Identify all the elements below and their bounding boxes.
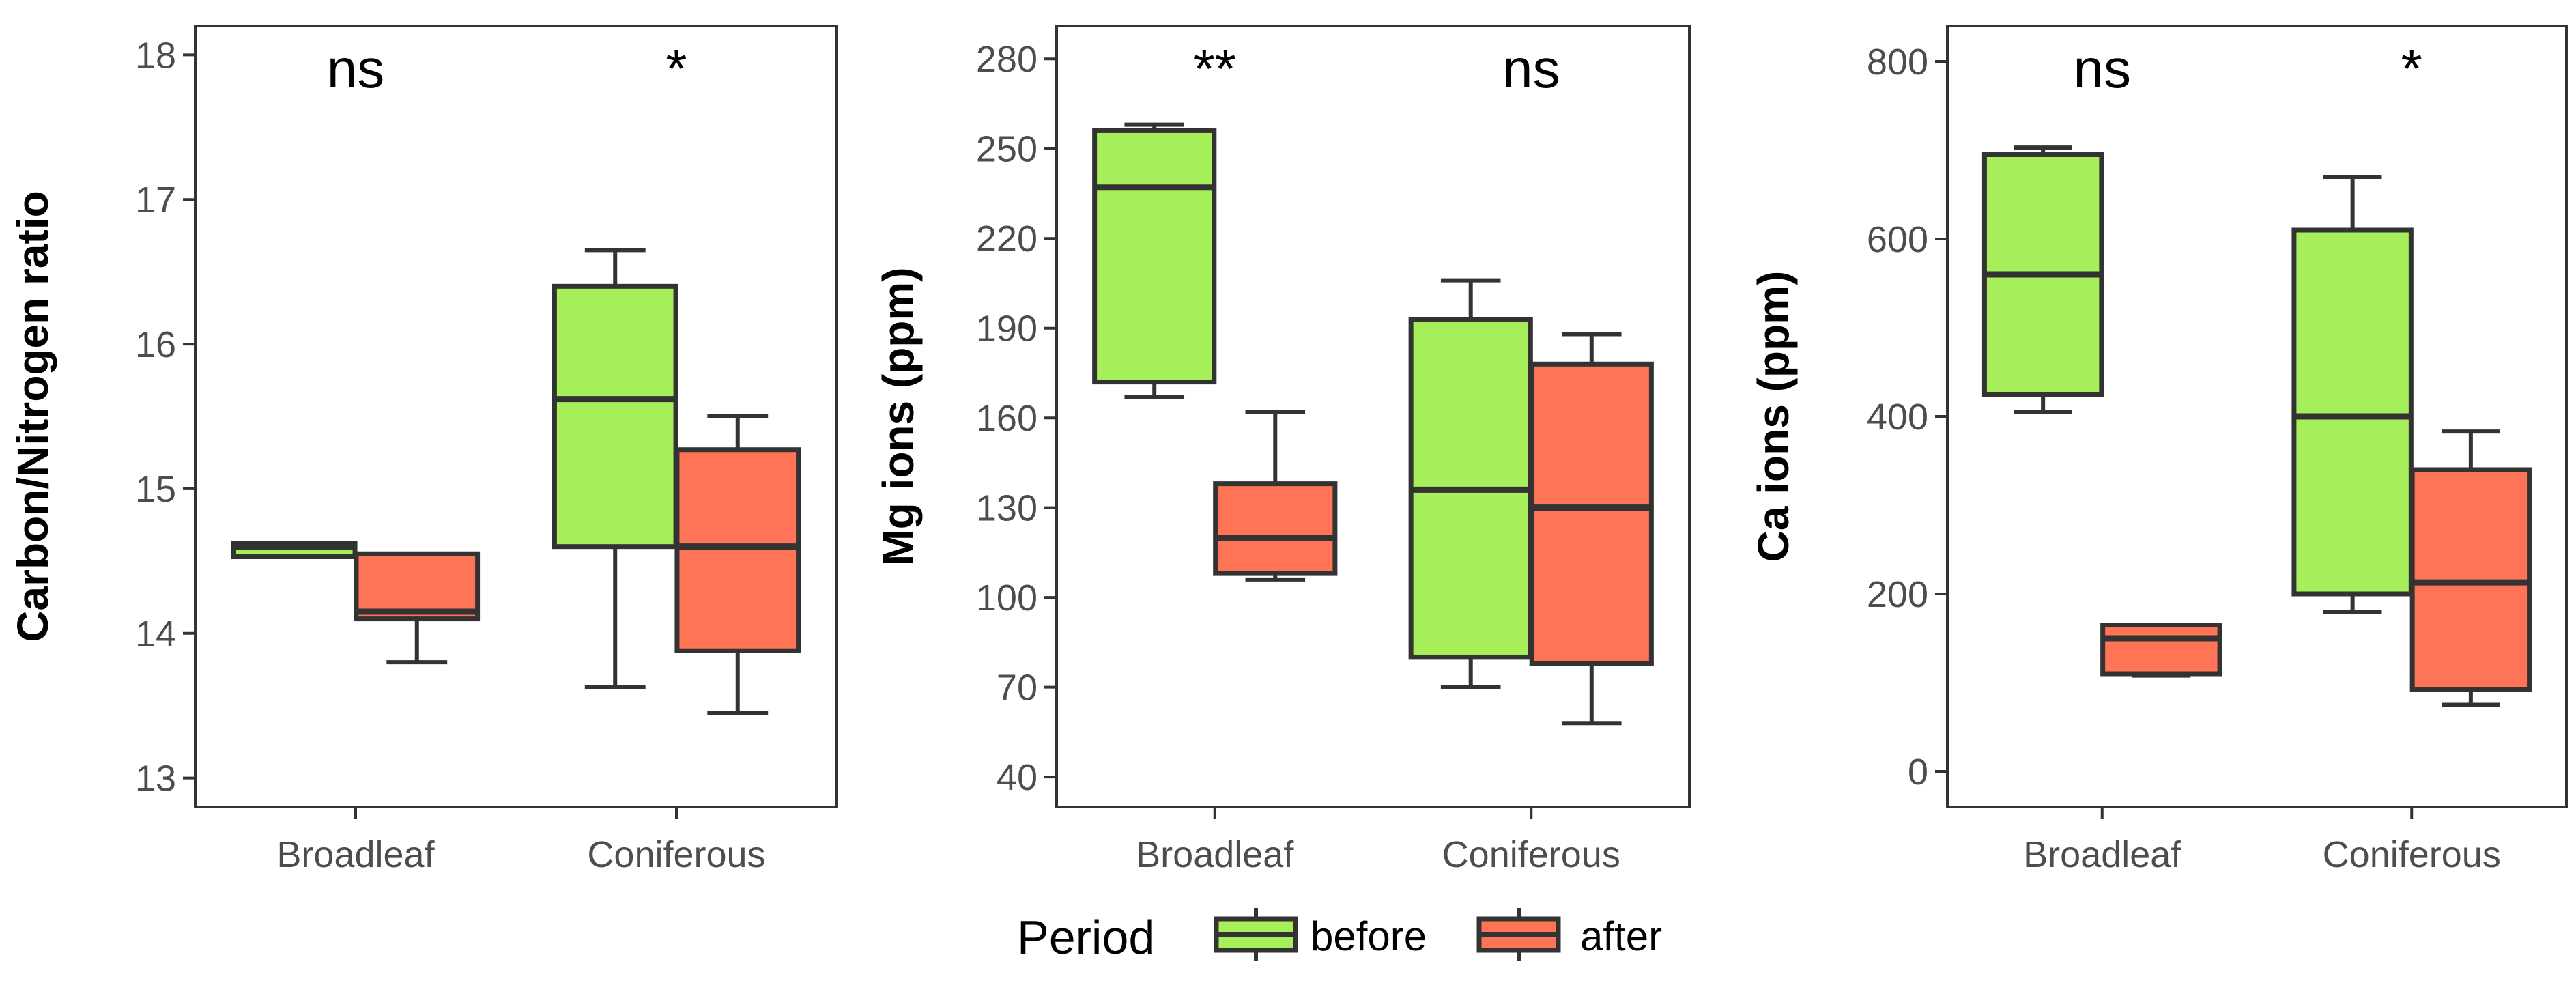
panel-border: [1055, 25, 1691, 808]
y-tick-label: 600: [1867, 219, 1928, 260]
box-body: [2291, 227, 2414, 597]
y-tick-label: 40: [997, 757, 1037, 798]
panel-border: [194, 25, 838, 808]
legend-label-after: after: [1580, 913, 1662, 959]
box-body: [354, 551, 481, 622]
legend-title: Period: [1017, 911, 1155, 964]
panel-3: 0 200 400 600 800 Ca ions (ppm) Broadleaf ns Con…: [1749, 25, 2568, 875]
y-tick-label: 130: [976, 488, 1037, 529]
y-tick-label: 13: [135, 758, 176, 799]
y-tick-label: 100: [976, 578, 1037, 618]
y-tick-label: 220: [976, 218, 1037, 259]
panel-2: 40 70 100 130 160 190 220 250 280 Mg ions (ppm) Br…: [874, 25, 1691, 875]
legend-key-before: [1214, 908, 1298, 961]
box-body: [674, 447, 801, 653]
y-axis-label: Mg ions (ppm): [874, 267, 923, 565]
y-tick-label: 70: [997, 668, 1037, 709]
box-after-broadleaf: [1213, 410, 1338, 582]
y-axis-label: Ca ions (ppm): [1749, 271, 1798, 563]
y-tick-label: 160: [976, 398, 1037, 439]
y-tick-label: 800: [1867, 42, 1928, 83]
y-tick-label: 0: [1908, 752, 1928, 793]
y-tick-label: 400: [1867, 397, 1928, 438]
box-before-coniferous: [2291, 175, 2414, 614]
panel-1: 13 14 15 16 17 18 Carbon/Nitrogen ratio Broadle…: [8, 25, 838, 875]
box-before-broadleaf: [1092, 122, 1217, 399]
x-tick-label: Coniferous: [587, 834, 765, 875]
legend: Period before after: [1017, 908, 1662, 964]
box-body: [1092, 128, 1217, 385]
box-body: [1213, 481, 1338, 576]
box-before-broadleaf: [231, 541, 358, 559]
significance-label: *: [666, 38, 687, 99]
y-tick-label: 200: [1867, 574, 1928, 615]
x-tick-label: Broadleaf: [276, 834, 435, 875]
significance-label: ns: [327, 38, 385, 99]
box-before-coniferous: [1408, 278, 1533, 689]
y-tick-label: 15: [135, 469, 176, 510]
x-tick-label: Coniferous: [2323, 834, 2501, 875]
y-tick-label: 16: [135, 324, 176, 365]
y-tick-label: 18: [135, 35, 176, 76]
box-after-broadleaf: [2100, 623, 2222, 678]
y-tick-label: 190: [976, 309, 1037, 350]
box-after-broadleaf: [354, 551, 481, 665]
box-body: [1529, 361, 1654, 666]
significance-label: ns: [1502, 38, 1560, 99]
y-tick-label: 17: [135, 180, 176, 220]
box-after-coniferous: [1529, 332, 1654, 726]
box-before-coniferous: [552, 248, 678, 689]
y-tick-label: 280: [976, 39, 1037, 80]
box-body: [552, 283, 678, 550]
y-tick-label: 250: [976, 129, 1037, 170]
legend-label-before: before: [1311, 913, 1427, 959]
y-tick-label: 14: [135, 614, 176, 655]
x-tick-label: Broadleaf: [2023, 834, 2181, 875]
x-tick-label: Coniferous: [1442, 834, 1620, 875]
x-tick-label: Broadleaf: [1136, 834, 1294, 875]
y-axis-label: Carbon/Nitrogen ratio: [8, 190, 57, 642]
box-before-broadleaf: [1981, 145, 2104, 414]
box-after-coniferous: [2409, 429, 2532, 707]
box-body: [2100, 623, 2222, 677]
significance-label: *: [2401, 38, 2422, 99]
significance-label: **: [1194, 38, 1236, 99]
legend-key-after: [1476, 908, 1561, 961]
significance-label: ns: [2074, 38, 2132, 99]
box-after-coniferous: [674, 414, 801, 715]
